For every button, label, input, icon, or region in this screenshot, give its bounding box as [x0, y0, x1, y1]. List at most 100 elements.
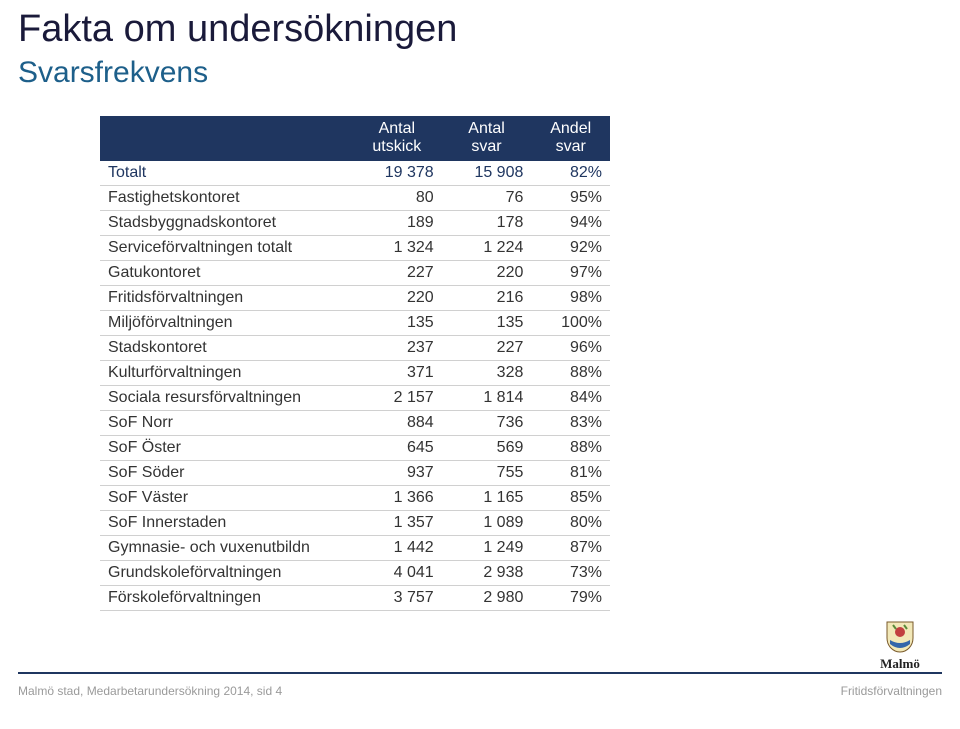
page-subtitle: Svarsfrekvens	[18, 56, 208, 90]
cell-svar: 2 980	[442, 585, 532, 610]
cell-utskick: 937	[352, 460, 442, 485]
cell-andel: 85%	[531, 485, 610, 510]
cell-utskick: 1 324	[352, 235, 442, 260]
cell-utskick: 371	[352, 360, 442, 385]
cell-svar: 216	[442, 285, 532, 310]
cell-andel: 81%	[531, 460, 610, 485]
cell-svar: 1 089	[442, 510, 532, 535]
response-table: Antalutskick Antalsvar Andelsvar Totalt1…	[100, 116, 610, 611]
table-row: Grundskoleförvaltningen4 0412 93873%	[100, 560, 610, 585]
cell-utskick: 645	[352, 435, 442, 460]
table-row: Stadsbyggnadskontoret18917894%	[100, 210, 610, 235]
cell-andel: 73%	[531, 560, 610, 585]
cell-utskick: 237	[352, 335, 442, 360]
response-table-wrap: Antalutskick Antalsvar Andelsvar Totalt1…	[100, 116, 610, 611]
cell-utskick: 2 157	[352, 385, 442, 410]
row-label: Stadskontoret	[100, 335, 352, 360]
cell-svar: 2 938	[442, 560, 532, 585]
slide: Fakta om undersökningen Svarsfrekvens An…	[0, 0, 960, 729]
table-row: Kulturförvaltningen37132888%	[100, 360, 610, 385]
cell-svar: 178	[442, 210, 532, 235]
page-title: Fakta om undersökningen	[18, 8, 457, 51]
row-label: Sociala resursförvaltningen	[100, 385, 352, 410]
cell-svar: 76	[442, 185, 532, 210]
table-row: SoF Norr88473683%	[100, 410, 610, 435]
row-label: Miljöförvaltningen	[100, 310, 352, 335]
cell-utskick: 1 442	[352, 535, 442, 560]
table-row: Fritidsförvaltningen22021698%	[100, 285, 610, 310]
table-row: Miljöförvaltningen135135100%	[100, 310, 610, 335]
col-header-2: Andelsvar	[531, 116, 610, 161]
table-row: SoF Öster64556988%	[100, 435, 610, 460]
table-row: SoF Väster1 3661 16585%	[100, 485, 610, 510]
col-header-1: Antalsvar	[442, 116, 532, 161]
cell-andel: 98%	[531, 285, 610, 310]
cell-andel: 97%	[531, 260, 610, 285]
cell-andel: 94%	[531, 210, 610, 235]
row-label: Serviceförvaltningen totalt	[100, 235, 352, 260]
cell-andel: 88%	[531, 360, 610, 385]
cell-andel: 82%	[531, 161, 610, 186]
cell-svar: 220	[442, 260, 532, 285]
cell-utskick: 227	[352, 260, 442, 285]
cell-andel: 80%	[531, 510, 610, 535]
table-row: Förskoleförvaltningen3 7572 98079%	[100, 585, 610, 610]
row-label: Kulturförvaltningen	[100, 360, 352, 385]
cell-utskick: 1 366	[352, 485, 442, 510]
cell-utskick: 4 041	[352, 560, 442, 585]
footer-divider	[18, 672, 942, 674]
table-row: SoF Söder93775581%	[100, 460, 610, 485]
cell-svar: 1 814	[442, 385, 532, 410]
cell-andel: 84%	[531, 385, 610, 410]
cell-svar: 328	[442, 360, 532, 385]
crest-icon	[885, 620, 915, 654]
row-label: SoF Innerstaden	[100, 510, 352, 535]
cell-svar: 1 165	[442, 485, 532, 510]
cell-svar: 755	[442, 460, 532, 485]
row-label: SoF Söder	[100, 460, 352, 485]
row-label: Gymnasie- och vuxenutbildn	[100, 535, 352, 560]
table-body: Totalt19 37815 90882%Fastighetskontoret8…	[100, 161, 610, 611]
cell-utskick: 80	[352, 185, 442, 210]
table-row: SoF Innerstaden1 3571 08980%	[100, 510, 610, 535]
row-label: Fritidsförvaltningen	[100, 285, 352, 310]
table-head: Antalutskick Antalsvar Andelsvar	[100, 116, 610, 161]
cell-andel: 83%	[531, 410, 610, 435]
row-label: Grundskoleförvaltningen	[100, 560, 352, 585]
cell-utskick: 189	[352, 210, 442, 235]
row-label: Totalt	[100, 161, 352, 186]
row-label: Gatukontoret	[100, 260, 352, 285]
table-row: Stadskontoret23722796%	[100, 335, 610, 360]
row-label: SoF Öster	[100, 435, 352, 460]
cell-utskick: 19 378	[352, 161, 442, 186]
table-row: Sociala resursförvaltningen2 1571 81484%	[100, 385, 610, 410]
footer-left: Malmö stad, Medarbetarundersökning 2014,…	[18, 684, 282, 698]
logo: Malmö	[862, 620, 938, 672]
cell-utskick: 220	[352, 285, 442, 310]
footer-right: Fritidsförvaltningen	[841, 684, 942, 698]
cell-svar: 135	[442, 310, 532, 335]
cell-andel: 95%	[531, 185, 610, 210]
cell-utskick: 1 357	[352, 510, 442, 535]
cell-svar: 1 249	[442, 535, 532, 560]
cell-utskick: 3 757	[352, 585, 442, 610]
table-row: Gatukontoret22722097%	[100, 260, 610, 285]
col-header-blank	[100, 116, 352, 161]
row-label: SoF Väster	[100, 485, 352, 510]
cell-svar: 227	[442, 335, 532, 360]
col-header-0: Antalutskick	[352, 116, 442, 161]
cell-andel: 79%	[531, 585, 610, 610]
row-label: Fastighetskontoret	[100, 185, 352, 210]
cell-svar: 15 908	[442, 161, 532, 186]
cell-andel: 92%	[531, 235, 610, 260]
cell-andel: 96%	[531, 335, 610, 360]
cell-svar: 1 224	[442, 235, 532, 260]
cell-andel: 100%	[531, 310, 610, 335]
cell-svar: 569	[442, 435, 532, 460]
cell-utskick: 884	[352, 410, 442, 435]
cell-andel: 87%	[531, 535, 610, 560]
table-row: Fastighetskontoret807695%	[100, 185, 610, 210]
logo-text: Malmö	[880, 656, 920, 672]
table-row: Totalt19 37815 90882%	[100, 161, 610, 186]
cell-utskick: 135	[352, 310, 442, 335]
